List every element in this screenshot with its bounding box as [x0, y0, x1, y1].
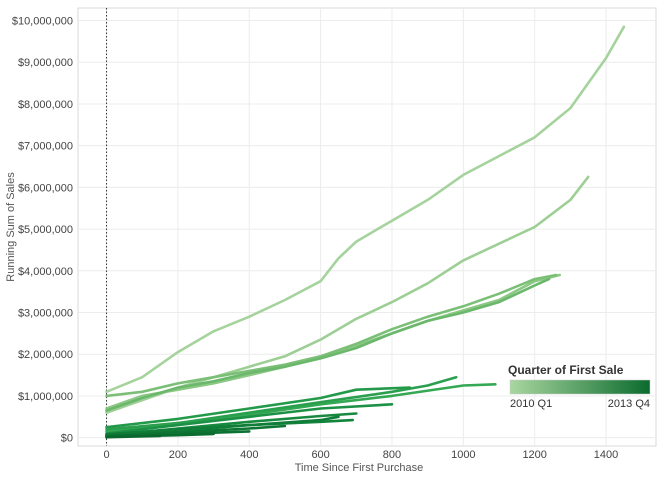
series-line — [105, 277, 551, 412]
y-tick-label: $4,000,000 — [18, 266, 73, 278]
series-line — [105, 415, 340, 436]
y-tick-label: $5,000,000 — [18, 224, 73, 236]
plot-frame — [77, 7, 657, 447]
y-tick-label: $1,000,000 — [18, 391, 73, 403]
legend-color-bar — [509, 379, 651, 395]
x-tick-label: 400 — [240, 449, 258, 461]
y-axis-title: Running Sum of Sales — [5, 172, 17, 282]
y-tick-label: $3,000,000 — [18, 308, 73, 320]
y-tick-label: $6,000,000 — [18, 182, 73, 194]
y-tick-label: $0 — [61, 433, 73, 445]
x-tick-label: 200 — [169, 449, 187, 461]
x-tick-label: 1200 — [522, 449, 546, 461]
y-tick-label: $10,000,000 — [12, 16, 73, 28]
y-tick-label: $8,000,000 — [18, 99, 73, 111]
grid-layer — [77, 7, 657, 447]
x-tick-label: 600 — [311, 449, 329, 461]
series-line — [105, 403, 394, 435]
legend-title: Quarter of First Sale — [508, 363, 624, 377]
legend-max-label: 2013 Q4 — [608, 398, 650, 410]
legend-min-label: 2010 Q1 — [510, 398, 552, 410]
series-line — [105, 25, 626, 394]
x-tick-label: 1400 — [594, 449, 618, 461]
series-line — [105, 375, 458, 431]
x-tick-label: 0 — [103, 449, 109, 461]
x-tick-label: 1000 — [451, 449, 475, 461]
y-tick-label: $7,000,000 — [18, 141, 73, 153]
legend: Quarter of First Sale 2010 Q1 2013 Q4 — [508, 363, 651, 410]
x-tick-label: 800 — [383, 449, 401, 461]
axis-layer: $0 $1,000,000 $2,000,000 $3,000,000 $4,000,0… — [5, 16, 618, 474]
x-axis-title: Time Since First Purchase — [295, 462, 424, 474]
y-tick-label: $2,000,000 — [18, 349, 73, 361]
series-layer — [105, 25, 626, 439]
y-tick-label: $9,000,000 — [18, 57, 73, 69]
series-line — [105, 273, 558, 398]
series-line — [105, 434, 162, 439]
series-line — [105, 386, 412, 429]
series-line — [105, 175, 590, 414]
